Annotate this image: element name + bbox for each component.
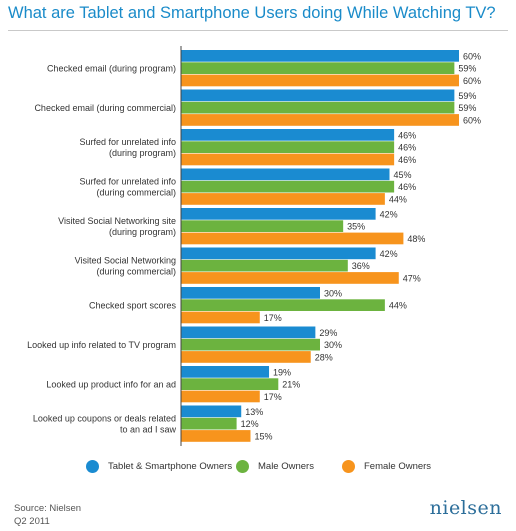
bar	[181, 351, 311, 363]
legend-label-series-1: Tablet & Smartphone Owners	[108, 461, 233, 472]
data-label: 59%	[458, 103, 476, 113]
category-label: Looked up product info for an ad	[46, 379, 176, 389]
data-label: 60%	[463, 76, 481, 86]
category-label: to an ad I saw	[120, 424, 177, 434]
legend-swatch-series-2	[236, 460, 249, 473]
bar	[181, 299, 385, 311]
category-label: Surfed for unrelated info	[79, 137, 176, 147]
bar	[181, 50, 459, 62]
nielsen-logo: nielsen	[429, 497, 502, 519]
category-label: Looked up info related to TV program	[27, 340, 176, 350]
bar	[181, 193, 385, 205]
bar	[181, 338, 320, 351]
category-label: Checked sport scores	[89, 300, 177, 310]
legend-label-series-2: Male Owners	[258, 461, 314, 472]
data-label: 35%	[347, 222, 365, 232]
data-label: 47%	[403, 273, 421, 283]
bar	[181, 247, 376, 260]
data-label: 13%	[245, 407, 263, 417]
legend-item-series-1: Tablet & Smartphone Owners	[86, 460, 232, 473]
source-period: Q2 2011	[14, 516, 50, 527]
data-label: 44%	[389, 194, 407, 204]
bar	[181, 417, 237, 430]
bar	[181, 101, 455, 114]
legend-label-series-3: Female Owners	[364, 461, 432, 472]
chart-title: What are Tablet and Smartphone Users doi…	[8, 4, 496, 22]
data-label: 30%	[324, 340, 342, 350]
category-label: (during commercial)	[96, 266, 176, 276]
bar	[181, 208, 376, 220]
bar	[181, 114, 459, 126]
bar	[181, 378, 279, 390]
category-label: (during commercial)	[96, 187, 176, 197]
data-label: 46%	[398, 182, 416, 192]
title-divider	[8, 30, 508, 31]
data-label: 44%	[389, 301, 407, 311]
data-label: 30%	[324, 288, 342, 298]
bar	[181, 430, 251, 442]
category-label: Surfed for unrelated info	[79, 176, 176, 186]
bar	[181, 153, 395, 166]
data-label: 46%	[398, 155, 416, 165]
legend-swatch-series-3	[342, 460, 355, 473]
data-label: 17%	[264, 313, 282, 323]
bar	[181, 259, 348, 272]
bar	[181, 180, 395, 193]
legend-item-series-2: Male Owners	[236, 460, 314, 473]
data-label: 59%	[458, 91, 476, 101]
data-label: 45%	[394, 170, 412, 180]
bar	[181, 220, 344, 232]
data-label: 29%	[319, 328, 337, 338]
bar	[181, 168, 390, 181]
bar	[181, 272, 399, 284]
bar	[181, 129, 395, 141]
bar	[181, 89, 455, 102]
bar	[181, 326, 316, 339]
bar	[181, 287, 320, 299]
legend: Tablet & Smartphone Owners Male Owners F…	[86, 460, 486, 476]
data-label: 17%	[264, 392, 282, 402]
category-label: (during program)	[109, 227, 176, 237]
bar	[181, 232, 404, 245]
data-label: 19%	[273, 367, 291, 377]
bar	[181, 62, 455, 74]
legend-item-series-3: Female Owners	[342, 460, 431, 473]
data-label: 36%	[352, 261, 370, 271]
bar	[181, 74, 459, 87]
source-line: Source: Nielsen	[14, 503, 82, 514]
data-label: 46%	[398, 143, 416, 153]
data-label: 21%	[282, 380, 300, 390]
bar	[181, 390, 260, 403]
data-label: 46%	[398, 130, 416, 140]
category-label: Checked email (during program)	[47, 63, 176, 73]
category-label: (during program)	[109, 148, 176, 158]
data-label: 15%	[255, 431, 273, 441]
category-label: Visited Social Networking site	[58, 216, 176, 226]
data-label: 60%	[463, 115, 481, 125]
legend-swatch-series-1	[86, 460, 99, 473]
category-label: Checked email (during commercial)	[34, 103, 176, 113]
bar	[181, 311, 260, 324]
data-label: 42%	[380, 209, 398, 219]
data-label: 59%	[458, 64, 476, 74]
data-label: 12%	[241, 419, 259, 429]
source-note: Source: Nielsen Q2 2011	[14, 502, 81, 528]
bar	[181, 366, 270, 378]
data-label: 60%	[463, 51, 481, 61]
category-label: Looked up coupons or deals related	[33, 413, 176, 423]
data-label: 42%	[380, 249, 398, 259]
bar	[181, 141, 395, 153]
bar	[181, 405, 242, 418]
data-label: 28%	[315, 352, 333, 362]
category-label: Visited Social Networking	[75, 255, 176, 265]
data-label: 48%	[407, 234, 425, 244]
